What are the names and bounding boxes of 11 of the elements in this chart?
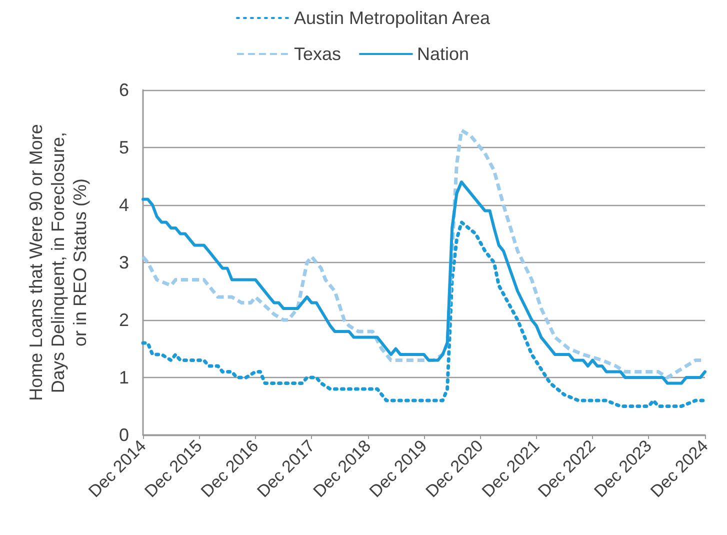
y-tick-label: 1	[118, 368, 129, 388]
legend-label: Texas	[294, 44, 341, 64]
y-tick-label: 6	[118, 80, 129, 100]
y-axis-title: Home Loans that Were 90 or More Days Delinquent, in Foreclosure, or in REO Status (%)	[26, 124, 90, 401]
y-tick-label: 3	[118, 252, 129, 272]
legend-label: Austin Metropolitan Area	[294, 8, 492, 28]
y-tick-label: 5	[118, 138, 129, 158]
legend-label: Nation	[416, 44, 469, 64]
y-tick-label: 0	[118, 425, 129, 445]
y-tick-label: 2	[118, 310, 129, 330]
y-tick-label: 4	[118, 195, 129, 215]
